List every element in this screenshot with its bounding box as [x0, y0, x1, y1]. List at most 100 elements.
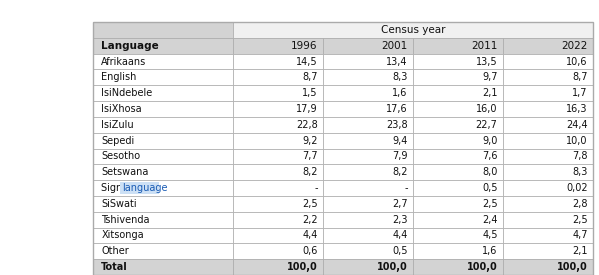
Text: Total: Total — [101, 262, 128, 272]
Bar — [323, 38, 413, 54]
Text: 2,7: 2,7 — [392, 199, 407, 209]
Text: 4,4: 4,4 — [392, 230, 407, 240]
Bar — [93, 117, 233, 133]
Bar — [323, 212, 413, 228]
Text: 7,6: 7,6 — [482, 152, 498, 161]
Text: 2,1: 2,1 — [482, 88, 498, 98]
Bar — [413, 38, 503, 54]
Bar — [323, 69, 413, 85]
Text: 16,0: 16,0 — [476, 104, 498, 114]
Text: Xitsonga: Xitsonga — [101, 230, 144, 240]
Bar — [503, 259, 593, 275]
Bar — [233, 148, 323, 164]
Text: 2,2: 2,2 — [302, 215, 317, 225]
Text: 100,0: 100,0 — [557, 262, 588, 272]
Text: Sesotho: Sesotho — [101, 152, 140, 161]
Bar — [233, 243, 323, 259]
Text: IsiNdebele: IsiNdebele — [101, 88, 153, 98]
Text: 13,5: 13,5 — [476, 57, 498, 67]
Text: 100,0: 100,0 — [377, 262, 407, 272]
Text: 4,5: 4,5 — [482, 230, 498, 240]
Bar — [413, 196, 503, 212]
Bar — [413, 101, 503, 117]
Text: 4,7: 4,7 — [572, 230, 588, 240]
Text: -: - — [314, 183, 317, 193]
Text: 9,0: 9,0 — [482, 136, 498, 145]
Bar — [323, 117, 413, 133]
Bar — [93, 259, 233, 275]
Bar — [413, 85, 503, 101]
Bar — [233, 85, 323, 101]
Text: 100,0: 100,0 — [467, 262, 498, 272]
Bar — [93, 101, 233, 117]
Bar — [503, 212, 593, 228]
Bar — [503, 54, 593, 69]
Bar — [503, 117, 593, 133]
Bar — [233, 259, 323, 275]
Bar — [323, 133, 413, 148]
Bar — [93, 38, 233, 54]
Bar — [323, 196, 413, 212]
Text: English: English — [101, 72, 137, 82]
Text: SiSwati: SiSwati — [101, 199, 137, 209]
Text: IsiZulu: IsiZulu — [101, 120, 134, 130]
Bar — [93, 22, 233, 38]
Bar — [93, 212, 233, 228]
Text: 2,4: 2,4 — [482, 215, 498, 225]
Text: 7,7: 7,7 — [302, 152, 317, 161]
Text: 9,4: 9,4 — [392, 136, 407, 145]
Text: Afrikaans: Afrikaans — [101, 57, 147, 67]
Bar — [233, 228, 323, 243]
Text: 10,6: 10,6 — [566, 57, 588, 67]
Text: language: language — [122, 183, 168, 193]
Text: 2,5: 2,5 — [302, 199, 317, 209]
Bar — [413, 259, 503, 275]
Bar — [413, 69, 503, 85]
Bar — [323, 228, 413, 243]
Text: 10,0: 10,0 — [566, 136, 588, 145]
Bar — [503, 164, 593, 180]
Text: 2,8: 2,8 — [572, 199, 588, 209]
Text: 1996: 1996 — [291, 41, 317, 51]
Bar — [120, 182, 159, 194]
Bar — [413, 180, 503, 196]
Bar — [413, 228, 503, 243]
Bar — [323, 164, 413, 180]
Bar — [503, 133, 593, 148]
Text: 1,6: 1,6 — [392, 88, 407, 98]
Text: Other: Other — [101, 246, 129, 256]
Bar — [233, 212, 323, 228]
Bar — [93, 180, 233, 196]
Text: 0,02: 0,02 — [566, 183, 588, 193]
Bar — [233, 22, 593, 38]
Bar — [233, 196, 323, 212]
Bar — [503, 148, 593, 164]
Text: 8,2: 8,2 — [302, 167, 317, 177]
Text: 2,1: 2,1 — [572, 246, 588, 256]
Text: 2,5: 2,5 — [572, 215, 588, 225]
Text: -: - — [404, 183, 407, 193]
Text: 2,5: 2,5 — [482, 199, 498, 209]
Bar — [93, 228, 233, 243]
Text: Language: Language — [101, 41, 159, 51]
Bar — [503, 38, 593, 54]
Bar — [233, 54, 323, 69]
Bar — [93, 69, 233, 85]
Bar — [503, 69, 593, 85]
Text: 23,8: 23,8 — [386, 120, 407, 130]
Text: Census year: Census year — [381, 25, 445, 35]
Text: IsiXhosa: IsiXhosa — [101, 104, 142, 114]
Text: Sepedi: Sepedi — [101, 136, 135, 145]
Bar — [413, 148, 503, 164]
Text: 0,6: 0,6 — [302, 246, 317, 256]
Text: 8,7: 8,7 — [572, 72, 588, 82]
Bar — [323, 148, 413, 164]
Bar — [503, 180, 593, 196]
Bar — [503, 228, 593, 243]
Bar — [413, 212, 503, 228]
Text: 1,6: 1,6 — [482, 246, 498, 256]
Text: Setswana: Setswana — [101, 167, 149, 177]
Text: 7,8: 7,8 — [572, 152, 588, 161]
Text: 2001: 2001 — [382, 41, 407, 51]
Bar — [413, 164, 503, 180]
